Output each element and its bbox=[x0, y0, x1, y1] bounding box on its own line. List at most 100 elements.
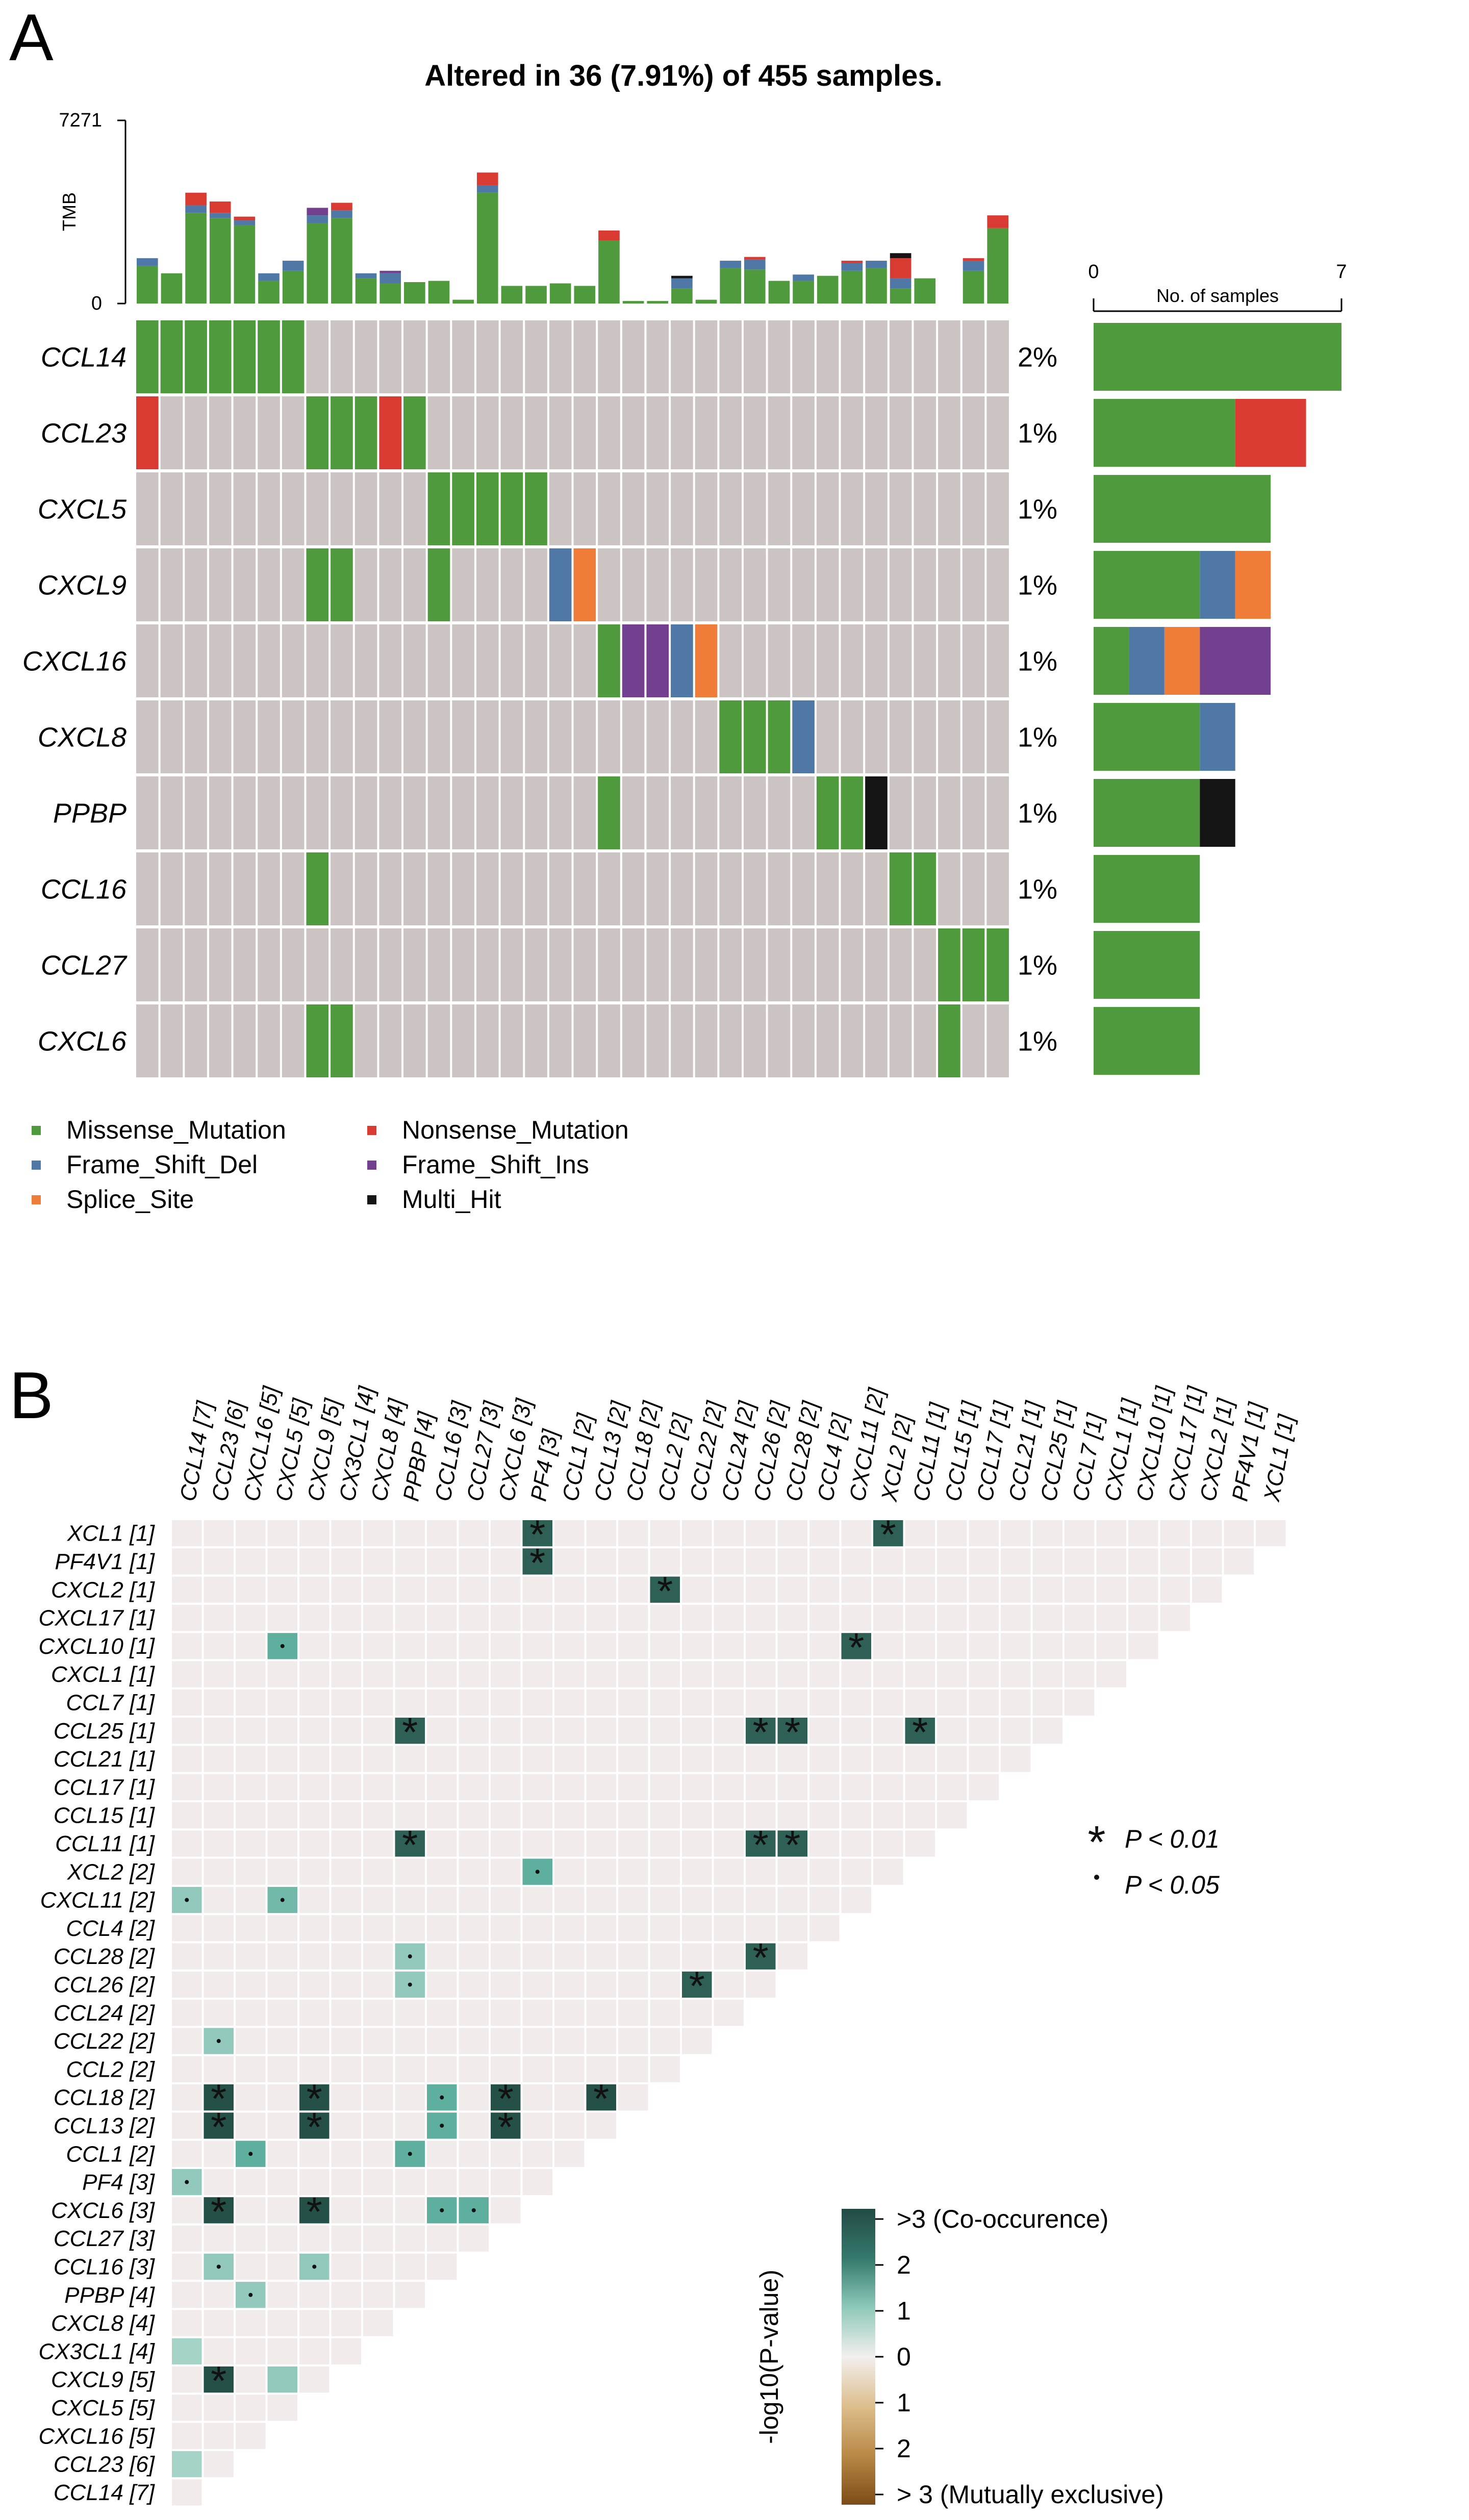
empty-cell bbox=[646, 396, 669, 469]
interaction-cell bbox=[172, 2338, 202, 2364]
heatmap-cell bbox=[331, 1661, 361, 1687]
empty-cell bbox=[354, 624, 377, 697]
heatmap-cell bbox=[1128, 1604, 1158, 1631]
sample-count-bar-chart: 0 7 No. of samples bbox=[1088, 261, 1347, 1075]
heatmap-cell bbox=[809, 1886, 840, 1913]
empty-cell bbox=[768, 852, 791, 925]
heatmap-cell bbox=[809, 1548, 840, 1575]
empty-cell bbox=[427, 396, 450, 469]
empty-cell bbox=[938, 396, 960, 469]
empty-cell bbox=[233, 700, 256, 773]
heatmap-cell bbox=[363, 1915, 393, 1942]
heatmap-cell bbox=[363, 1520, 393, 1547]
heatmap-cell bbox=[331, 1689, 361, 1716]
empty-cell bbox=[743, 472, 766, 545]
heatmap-cell bbox=[459, 2112, 489, 2139]
empty-cell bbox=[331, 928, 353, 1001]
heatmap-cell bbox=[554, 2140, 585, 2167]
heatmap-cell bbox=[491, 1802, 521, 1829]
heatmap-cell bbox=[937, 1661, 967, 1687]
legend-swatch bbox=[32, 1195, 41, 1204]
heatmap-cell bbox=[491, 1633, 521, 1659]
heatmap-cell bbox=[172, 2028, 202, 2054]
tmb-bar-segment bbox=[744, 259, 766, 270]
heatmap-cell bbox=[1032, 1604, 1062, 1631]
empty-cell bbox=[160, 624, 183, 697]
heatmap-cell bbox=[1128, 1576, 1158, 1603]
heatmap-cell bbox=[873, 1548, 903, 1575]
heatmap-cell bbox=[172, 1802, 202, 1829]
heatmap-cell bbox=[522, 1886, 552, 1913]
heatmap-cell bbox=[650, 1661, 680, 1687]
row-label: CCL11 [1] bbox=[55, 1831, 156, 1856]
heatmap-cell bbox=[841, 1886, 871, 1913]
tmb-bar-segment bbox=[355, 273, 377, 279]
heatmap-cell bbox=[427, 2140, 457, 2167]
heatmap-cell bbox=[1001, 1548, 1031, 1575]
row-label: CCL16 [3] bbox=[54, 2254, 156, 2279]
empty-cell bbox=[598, 928, 620, 1001]
heatmap-cell bbox=[331, 2140, 361, 2167]
tmb-bar-segment bbox=[890, 288, 911, 304]
side-bar-segment bbox=[1094, 399, 1235, 467]
interaction-cell bbox=[746, 1718, 776, 1744]
row-label: CCL23 [6] bbox=[54, 2452, 156, 2477]
tmb-bar-segment bbox=[841, 261, 863, 264]
heatmap-cell bbox=[204, 1689, 234, 1716]
tmb-bar-segment bbox=[525, 286, 547, 304]
tmb-bar-segment bbox=[647, 301, 669, 304]
tmb-bar-chart: 7271 0 TMB bbox=[59, 110, 1008, 314]
interaction-cell bbox=[777, 1718, 807, 1744]
tmb-bar-segment bbox=[817, 275, 839, 304]
heatmap-cell bbox=[236, 1886, 266, 1913]
heatmap-cell bbox=[172, 2112, 202, 2139]
heatmap-cell bbox=[554, 1915, 585, 1942]
heatmap-cell bbox=[299, 1774, 330, 1800]
empty-cell bbox=[233, 852, 256, 925]
heatmap-cell bbox=[777, 1661, 807, 1687]
empty-cell bbox=[258, 548, 280, 621]
empty-cell bbox=[768, 472, 791, 545]
empty-cell bbox=[233, 928, 256, 1001]
heatmap-cell bbox=[618, 1661, 648, 1687]
heatmap-cell bbox=[299, 1886, 330, 1913]
heatmap-cell bbox=[714, 1746, 744, 1772]
gene-label: CXCL8 bbox=[38, 722, 126, 753]
mutation-cell bbox=[136, 320, 159, 393]
empty-cell bbox=[743, 548, 766, 621]
heatmap-cell bbox=[204, 1604, 234, 1631]
interaction-cell bbox=[204, 2112, 234, 2139]
legend-label: Missense_Mutation bbox=[66, 1116, 286, 1144]
heatmap-cell bbox=[841, 1774, 871, 1800]
heatmap-cell bbox=[905, 1520, 935, 1547]
heatmap-cell bbox=[204, 2423, 234, 2449]
heatmap-cell bbox=[746, 1689, 776, 1716]
empty-cell bbox=[719, 928, 742, 1001]
heatmap-cell bbox=[522, 2028, 552, 2054]
heatmap-cell bbox=[427, 1633, 457, 1659]
row-label: PF4 [3] bbox=[82, 2170, 156, 2195]
side-bar-segment bbox=[1094, 627, 1129, 695]
heatmap-cell bbox=[586, 1548, 616, 1575]
empty-cell bbox=[427, 928, 450, 1001]
heatmap-cell bbox=[682, 1548, 712, 1575]
tmb-bar-segment bbox=[549, 283, 571, 304]
heatmap-cell bbox=[459, 1718, 489, 1744]
tmb-bar-segment bbox=[379, 273, 401, 284]
heatmap-cell bbox=[586, 2056, 616, 2082]
significance-dot bbox=[471, 2208, 476, 2212]
panel-b-label: B bbox=[9, 1358, 54, 1432]
mutation-cell bbox=[331, 1004, 353, 1077]
tmb-bar-segment bbox=[963, 258, 984, 261]
empty-cell bbox=[792, 320, 815, 393]
heatmap-cell bbox=[491, 2000, 521, 2026]
heatmap-cell bbox=[873, 1774, 903, 1800]
tmb-bar-segment bbox=[622, 301, 644, 304]
oncoplot-matrix: CCL14 2% CCL23 1% CXCL5 1% CXCL9 1% CXCL16 1% CXCL… bbox=[22, 319, 1057, 1079]
heatmap-cell bbox=[331, 1943, 361, 1970]
heatmap-cell bbox=[459, 2225, 489, 2252]
colorbar-tick-label: 2 bbox=[897, 2251, 911, 2279]
interaction-cell bbox=[905, 1718, 935, 1744]
empty-cell bbox=[962, 624, 985, 697]
heatmap-cell bbox=[299, 2338, 330, 2364]
